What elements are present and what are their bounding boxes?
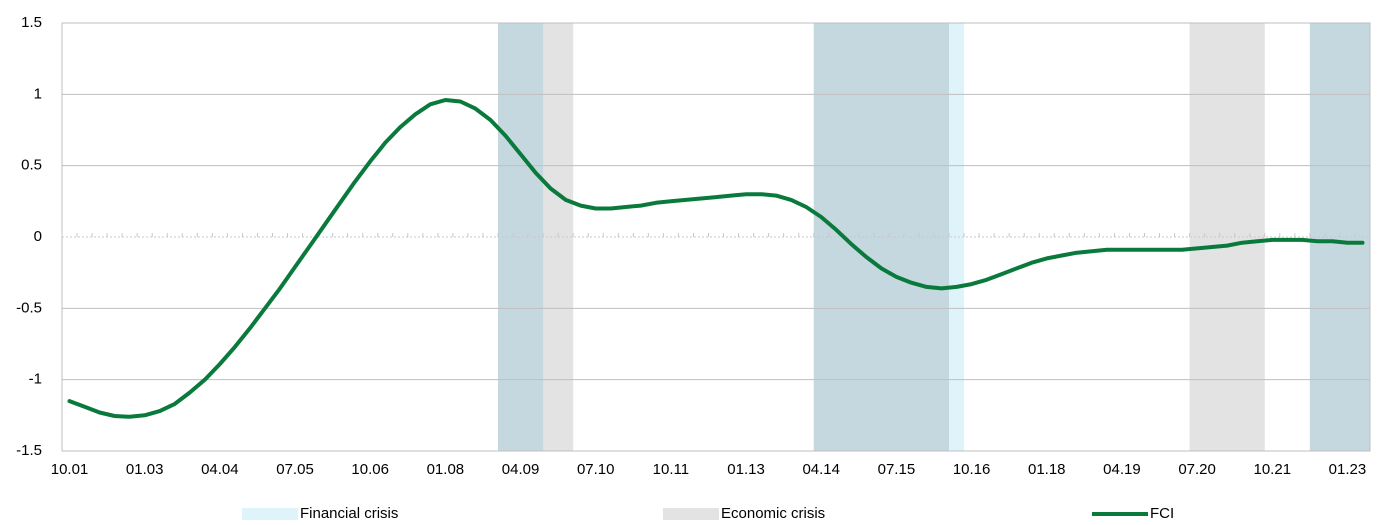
x-tick-label: 10.11 (653, 461, 689, 478)
x-tick-label: 07.15 (878, 461, 916, 478)
x-tick-label: 07.05 (276, 461, 314, 478)
legend-label: Economic crisis (721, 505, 825, 522)
legend-swatch (242, 508, 298, 520)
y-tick-label: 0 (34, 228, 42, 245)
x-tick-label: 10.16 (953, 461, 991, 478)
x-tick-label: 04.14 (802, 461, 840, 478)
y-tick-label: -0.5 (16, 299, 42, 316)
x-tick-label: 01.08 (427, 461, 465, 478)
legend-label: FCI (1150, 505, 1174, 522)
x-tick-label: 07.20 (1178, 461, 1216, 478)
legend-swatch (663, 508, 719, 520)
legend-label: Financial crisis (300, 505, 398, 522)
x-tick-label: 04.19 (1103, 461, 1141, 478)
x-tick-label: 01.13 (727, 461, 765, 478)
x-tick-label: 07.10 (577, 461, 615, 478)
y-tick-label: -1 (29, 371, 42, 388)
grid (61, 22, 1371, 452)
x-tick-label: 01.03 (126, 461, 164, 478)
y-tick-label: 0.5 (21, 157, 42, 174)
labels: 1.5 1 0.5 0 -0.5 -1 -1.5 10.01 01.03 04.04 07.05 10… (16, 14, 1366, 522)
x-tick-label: 01.23 (1329, 461, 1367, 478)
x-tick-label: 10.21 (1254, 461, 1292, 478)
x-tick-label: 04.09 (502, 461, 540, 478)
y-tick-label: -1.5 (16, 442, 42, 459)
marks (67, 98, 1365, 419)
y-tick-label: 1.5 (21, 14, 42, 31)
x-tick-label: 10.01 (51, 461, 89, 478)
fci-line (67, 98, 1365, 419)
y-tick-label: 1 (34, 85, 42, 102)
x-tick-label: 04.04 (201, 461, 239, 478)
x-tick-label: 01.18 (1028, 461, 1066, 478)
x-tick-label: 10.06 (351, 461, 389, 478)
